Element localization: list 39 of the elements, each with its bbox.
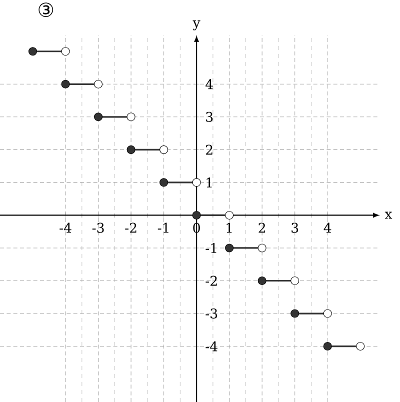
point (28, 47, 38, 56)
x-tick-label: 2 (258, 222, 266, 233)
y-tick-label: 2 (206, 144, 212, 155)
y-tick-label: 4 (206, 79, 213, 90)
point (126, 112, 136, 122)
x-axis-title: x (384, 212, 392, 219)
x-tick-label: -3 (92, 222, 104, 233)
x-tick-label: 4 (324, 222, 332, 233)
x-tick-label: -2 (125, 222, 136, 233)
point (323, 309, 332, 318)
chart-title: ③ (38, 2, 54, 17)
point (94, 80, 103, 88)
y-tick-label: 1 (206, 177, 212, 188)
point (225, 244, 234, 252)
y-tick-label: -1 (206, 243, 216, 253)
point (290, 309, 300, 318)
point (192, 210, 201, 220)
y-tick-label: -2 (206, 276, 217, 286)
x-tick-label: -1 (158, 222, 168, 233)
point (290, 276, 300, 286)
y-axis-title: y (192, 20, 200, 30)
point (61, 80, 70, 88)
point (225, 210, 234, 220)
y-tick-label: -4 (206, 341, 218, 352)
x-tick-label: 3 (292, 222, 298, 233)
y-tick-label: 3 (206, 112, 213, 122)
point (94, 112, 103, 122)
x-tick-label: 1 (226, 222, 232, 233)
point (61, 47, 70, 56)
point (160, 178, 168, 187)
point (258, 276, 266, 286)
y-tick-label: -3 (206, 308, 218, 319)
point (356, 342, 365, 351)
point (160, 145, 168, 154)
point (192, 178, 201, 187)
point (323, 342, 332, 351)
point (258, 244, 266, 252)
point (126, 145, 136, 154)
x-tick-label: -4 (60, 222, 72, 233)
